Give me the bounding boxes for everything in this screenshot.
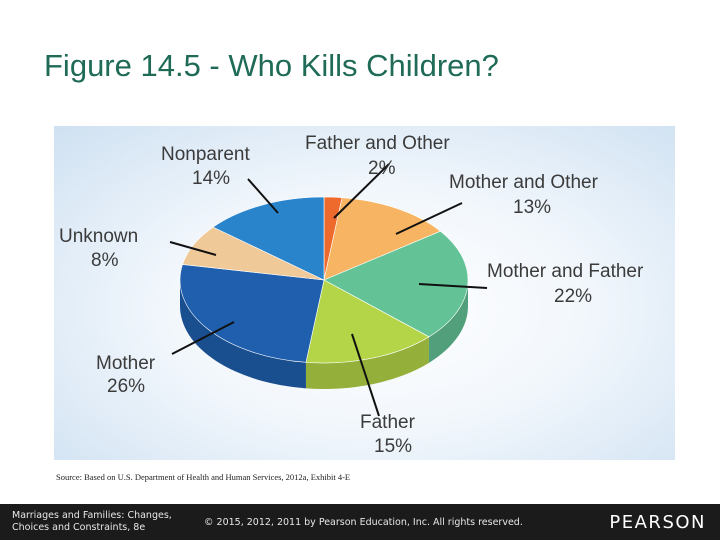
leader-line-5 (169, 241, 217, 256)
leader-line-1 (395, 202, 463, 235)
pie-leaders (169, 163, 488, 417)
slice-value: 15% (374, 436, 412, 457)
chart-panel: Father and Other 2% Mother and Other 13% Mot… (54, 126, 675, 460)
leader-line-3 (351, 333, 380, 417)
slice-value: 14% (192, 168, 230, 189)
pie-slice-mother-and-other (323, 197, 442, 281)
slice-value: 2% (368, 158, 396, 179)
slice-label: Mother (96, 353, 156, 374)
slice-value: 8% (91, 250, 119, 271)
pie-slice-mother-and-father (323, 230, 469, 338)
pie-chart: Father and Other 2% Mother and Other 13% Mot… (59, 133, 644, 457)
slide-title: Figure 14.5 - Who Kills Children? (44, 48, 499, 83)
pie-tops (179, 196, 469, 364)
footer-copyright: © 2015, 2012, 2011 by Pearson Education,… (204, 517, 523, 528)
slice-label: Mother and Other (449, 172, 599, 193)
pie-slice-nonparent (212, 196, 325, 281)
leader-line-6 (247, 178, 279, 214)
pie-sides (180, 280, 468, 389)
footer-book-line2: Choices and Constraints, 8e (12, 522, 146, 533)
slice-label: Mother and Father (487, 261, 644, 282)
pie-slice-mother (179, 264, 325, 363)
source-note: Source: Based on U.S. Department of Heal… (56, 472, 351, 482)
slice-label: Nonparent (161, 144, 250, 165)
pie-labels: Father and Other 2% Mother and Other 13% Mot… (59, 133, 644, 457)
footer-book-info: Marriages and Families: Changes, Choices… (12, 510, 172, 534)
slice-value: 26% (107, 376, 145, 397)
pie-side-3 (305, 336, 429, 389)
leader-line-2 (418, 283, 488, 289)
footer-book-line1: Marriages and Families: Changes, (12, 510, 172, 521)
pearson-logo: PEARSON (609, 512, 706, 533)
slice-label: Father and Other (305, 133, 450, 154)
leader-line-0 (333, 163, 390, 219)
slice-label: Unknown (59, 226, 138, 247)
slice-label: Father (360, 412, 416, 433)
pie-side-2 (428, 280, 468, 363)
pie-slice-father (305, 279, 430, 364)
slice-value: 13% (513, 197, 551, 218)
leader-line-4 (171, 321, 235, 355)
footer: Marriages and Families: Changes, Choices… (0, 504, 720, 540)
pie-side-4 (180, 280, 306, 389)
slice-value: 22% (554, 286, 592, 307)
